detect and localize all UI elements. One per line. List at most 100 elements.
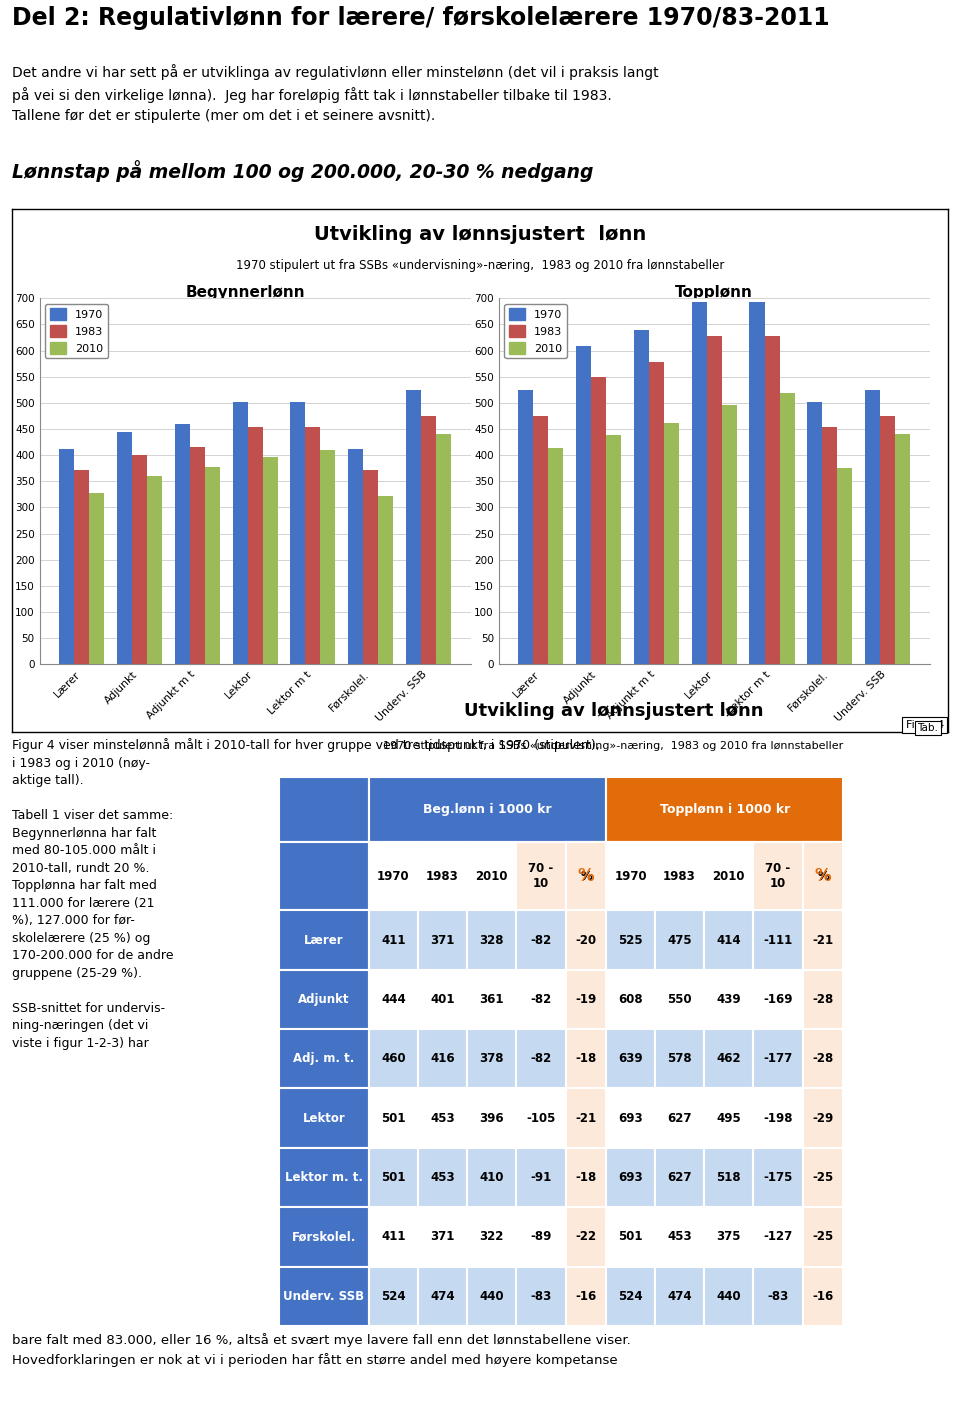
- Text: 1970: 1970: [377, 870, 410, 882]
- Text: Førskolel.: Førskolel.: [292, 1230, 356, 1243]
- FancyBboxPatch shape: [278, 970, 369, 1029]
- Bar: [290, 403, 305, 665]
- Text: 453: 453: [430, 1171, 455, 1184]
- Text: Del 2: Regulativlønn for lærere/ førskolelærere 1970/83-2011: Del 2: Regulativlønn for lærere/ førskol…: [12, 6, 829, 30]
- Bar: [363, 471, 378, 665]
- Bar: [692, 301, 707, 665]
- FancyBboxPatch shape: [606, 1089, 655, 1148]
- FancyBboxPatch shape: [369, 1029, 418, 1089]
- Text: 416: 416: [430, 1052, 455, 1065]
- FancyBboxPatch shape: [804, 843, 843, 911]
- Text: -18: -18: [575, 1171, 597, 1184]
- Bar: [707, 337, 722, 665]
- FancyBboxPatch shape: [369, 1089, 418, 1148]
- FancyBboxPatch shape: [704, 911, 753, 970]
- FancyBboxPatch shape: [467, 1208, 516, 1267]
- FancyBboxPatch shape: [566, 1029, 606, 1089]
- FancyBboxPatch shape: [369, 843, 418, 911]
- FancyBboxPatch shape: [704, 1148, 753, 1208]
- Text: 1970 stipulert ut fra SSBs «undervisning»-næring,  1983 og 2010 fra lønnstabelle: 1970 stipulert ut fra SSBs «undervisning…: [236, 259, 724, 271]
- FancyBboxPatch shape: [418, 1089, 467, 1148]
- Text: 1970: 1970: [614, 870, 647, 882]
- Text: -20: -20: [575, 933, 596, 946]
- FancyBboxPatch shape: [369, 911, 418, 970]
- FancyBboxPatch shape: [753, 1208, 804, 1267]
- FancyBboxPatch shape: [418, 843, 467, 911]
- Bar: [634, 329, 649, 665]
- FancyBboxPatch shape: [606, 1148, 655, 1208]
- FancyBboxPatch shape: [804, 843, 843, 911]
- Text: -28: -28: [812, 1052, 834, 1065]
- Bar: [305, 427, 321, 665]
- Text: 371: 371: [430, 933, 454, 946]
- FancyBboxPatch shape: [655, 1029, 704, 1089]
- Text: 70 -
10: 70 - 10: [528, 863, 554, 891]
- Text: -22: -22: [575, 1230, 596, 1243]
- Text: 462: 462: [716, 1052, 741, 1065]
- FancyBboxPatch shape: [566, 1208, 606, 1267]
- Bar: [232, 403, 248, 665]
- Text: -175: -175: [763, 1171, 793, 1184]
- FancyBboxPatch shape: [278, 1208, 369, 1267]
- FancyBboxPatch shape: [606, 776, 843, 843]
- Text: -25: -25: [812, 1230, 834, 1243]
- FancyBboxPatch shape: [278, 1148, 369, 1208]
- Text: -16: -16: [575, 1290, 597, 1302]
- Text: Begynnerlønn: Begynnerlønn: [186, 286, 305, 300]
- Text: 501: 501: [381, 1171, 406, 1184]
- Legend: 1970, 1983, 2010: 1970, 1983, 2010: [504, 304, 567, 358]
- Text: Tab.: Tab.: [918, 724, 939, 734]
- Text: 410: 410: [479, 1171, 503, 1184]
- FancyBboxPatch shape: [418, 911, 467, 970]
- Text: -16: -16: [812, 1290, 834, 1302]
- FancyBboxPatch shape: [606, 911, 655, 970]
- Text: -177: -177: [763, 1052, 793, 1065]
- Text: Figur 4: Figur 4: [905, 720, 944, 730]
- Text: Lektor m. t.: Lektor m. t.: [285, 1171, 363, 1184]
- Text: 440: 440: [479, 1290, 504, 1302]
- Text: -19: -19: [575, 993, 597, 1005]
- FancyBboxPatch shape: [566, 1267, 606, 1326]
- Text: Det andre vi har sett på er utviklinga av regulativlønn eller minstelønn (det vi: Det andre vi har sett på er utviklinga a…: [12, 64, 659, 123]
- FancyBboxPatch shape: [467, 1267, 516, 1326]
- FancyBboxPatch shape: [704, 1089, 753, 1148]
- FancyBboxPatch shape: [418, 1029, 467, 1089]
- Text: -83: -83: [530, 1290, 551, 1302]
- Text: Lønnstap på mellom 100 og 200.000, 20-30 % nedgang: Lønnstap på mellom 100 og 200.000, 20-30…: [12, 160, 593, 182]
- Text: -82: -82: [530, 1052, 551, 1065]
- FancyBboxPatch shape: [804, 1029, 843, 1089]
- FancyBboxPatch shape: [753, 1267, 804, 1326]
- Text: %: %: [578, 867, 594, 885]
- Text: %: %: [580, 870, 592, 882]
- FancyBboxPatch shape: [655, 1148, 704, 1208]
- Text: 2010: 2010: [712, 870, 745, 882]
- Bar: [421, 417, 436, 665]
- FancyBboxPatch shape: [753, 1029, 804, 1089]
- Text: 1983: 1983: [426, 870, 459, 882]
- FancyBboxPatch shape: [418, 970, 467, 1029]
- Text: 371: 371: [430, 1230, 454, 1243]
- Text: Lærer: Lærer: [304, 933, 344, 946]
- FancyBboxPatch shape: [804, 1089, 843, 1148]
- Text: 627: 627: [667, 1171, 692, 1184]
- Text: Figur 4 viser minstelønnå målt i 2010-tall for hver gruppe ved tre tidspunkt, i : Figur 4 viser minstelønnå målt i 2010-ta…: [12, 738, 599, 1049]
- FancyBboxPatch shape: [278, 843, 369, 911]
- Bar: [780, 393, 795, 665]
- Text: 460: 460: [381, 1052, 406, 1065]
- Bar: [348, 450, 363, 665]
- Text: Underv. SSB: Underv. SSB: [283, 1290, 365, 1302]
- Bar: [117, 433, 132, 665]
- Text: 550: 550: [667, 993, 692, 1005]
- Text: 578: 578: [667, 1052, 692, 1065]
- Bar: [837, 468, 852, 665]
- FancyBboxPatch shape: [467, 970, 516, 1029]
- Text: 361: 361: [479, 993, 503, 1005]
- FancyBboxPatch shape: [804, 911, 843, 970]
- FancyBboxPatch shape: [516, 1089, 566, 1148]
- Bar: [406, 390, 421, 665]
- Text: 440: 440: [716, 1290, 741, 1302]
- Text: -18: -18: [575, 1052, 597, 1065]
- Text: 453: 453: [430, 1111, 455, 1124]
- Text: 322: 322: [479, 1230, 503, 1243]
- Text: 627: 627: [667, 1111, 692, 1124]
